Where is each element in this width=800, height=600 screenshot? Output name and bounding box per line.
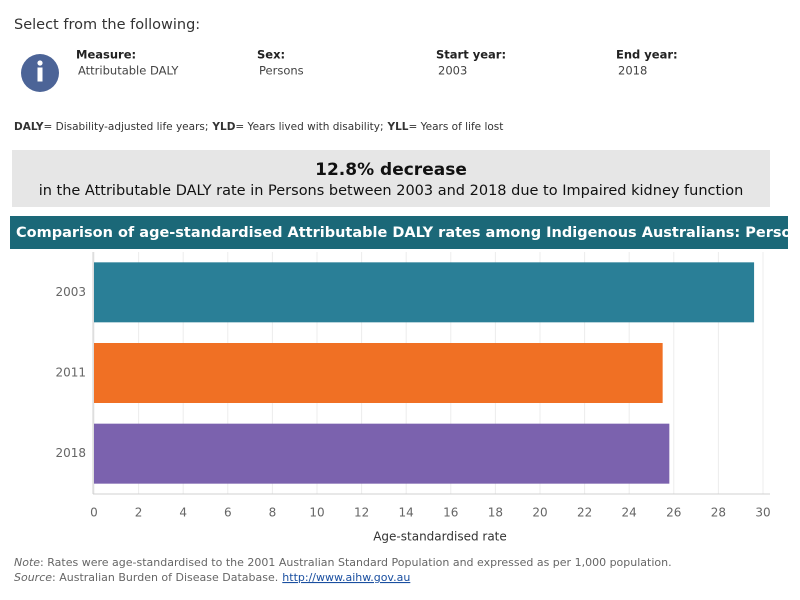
note-text: : Rates were age-standardised to the 200… — [40, 556, 672, 569]
summary-box — [12, 150, 770, 207]
definition-text: = Years of life lost — [409, 121, 504, 133]
filter-label: End year: — [616, 48, 678, 62]
x-tick-label: 6 — [224, 506, 232, 520]
note-label: Note — [14, 556, 40, 569]
chart-title: Comparison of age-standardised Attributa… — [16, 225, 800, 241]
source-link[interactable]: http://www.aihw.gov.au — [282, 571, 410, 584]
y-tick-label: 2018 — [55, 446, 86, 460]
summary-headline: 12.8% decrease — [315, 160, 467, 180]
filter-value[interactable]: 2018 — [618, 64, 647, 78]
bar — [94, 262, 755, 323]
x-tick-label: 12 — [354, 506, 369, 520]
source-label: Source — [14, 571, 52, 584]
x-tick-label: 14 — [399, 506, 414, 520]
filter-value[interactable]: 2003 — [438, 64, 467, 78]
filter-value[interactable]: Persons — [259, 64, 304, 78]
filter-label: Measure: — [76, 48, 136, 62]
x-tick-label: 8 — [269, 506, 277, 520]
filter-label: Sex: — [257, 48, 285, 62]
x-axis-title: Age-standardised rate — [373, 530, 507, 544]
note: Note: Rates were age-standardised to the… — [14, 556, 672, 569]
definition-text: = Years lived with disability; — [235, 121, 383, 133]
x-tick-label: 0 — [90, 506, 98, 520]
bar — [94, 343, 663, 403]
x-tick-label: 28 — [711, 506, 726, 520]
x-tick-label: 26 — [666, 506, 681, 520]
x-tick-label: 2 — [135, 506, 143, 520]
definition-term: DALY — [14, 121, 44, 133]
x-tick-label: 4 — [179, 506, 187, 520]
filters: Measure: Attributable DALY Sex: Persons Star… — [76, 48, 678, 78]
y-tick-label: 2003 — [55, 285, 86, 299]
definition-term: YLD — [211, 121, 235, 133]
prompt: Select from the following: — [14, 17, 200, 33]
source: Source: Australian Burden of Disease Dat… — [14, 571, 410, 584]
x-tick-label: 30 — [755, 506, 770, 520]
definition-text: = Disability-adjusted life years; — [44, 121, 209, 133]
info-icon — [21, 54, 59, 92]
y-tick-label: 2011 — [55, 366, 86, 380]
x-tick-label: 24 — [622, 506, 637, 520]
filter-value[interactable]: Attributable DALY — [78, 64, 179, 78]
bar — [94, 423, 670, 484]
definitions: DALY= Disability-adjusted life years; YLD… — [14, 121, 503, 133]
summary-detail: in the Attributable DALY rate in Persons… — [39, 183, 744, 199]
filter-label: Start year: — [436, 48, 506, 62]
x-tick-label: 16 — [443, 506, 458, 520]
x-tick-label: 22 — [577, 506, 592, 520]
source-text: : Australian Burden of Disease Database. — [52, 571, 278, 584]
definition-term: YLL — [387, 121, 409, 133]
x-tick-label: 20 — [532, 506, 547, 520]
chart-banner — [10, 216, 788, 249]
x-tick-label: 18 — [488, 506, 503, 520]
x-tick-label: 10 — [309, 506, 324, 520]
